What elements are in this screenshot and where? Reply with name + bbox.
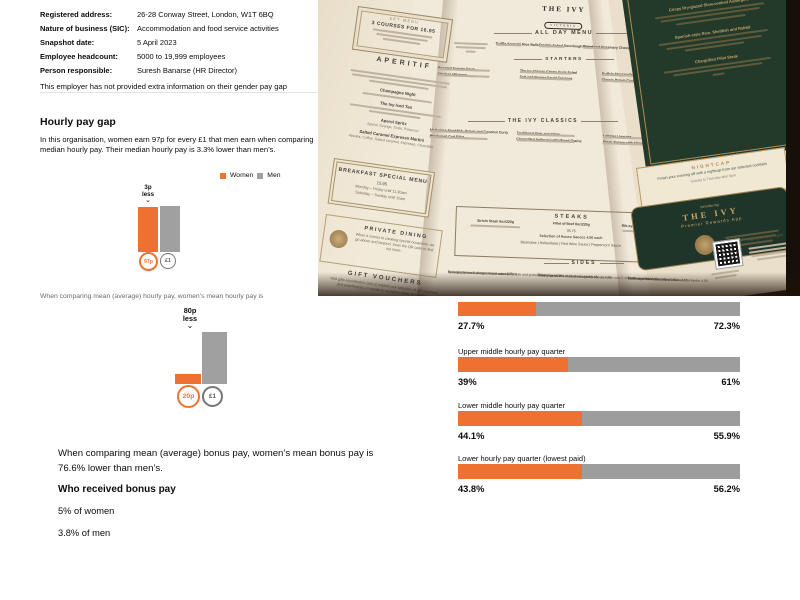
detail-value: 5 April 2023	[137, 38, 177, 47]
who-received-bonus-heading: Who received bonus pay	[58, 484, 176, 495]
quarter-bar	[458, 411, 740, 426]
women-bar	[138, 207, 158, 252]
men-percent: 56.2%	[713, 484, 740, 494]
women-value-badge: 97p	[139, 252, 158, 271]
detail-value: 5000 to 19,999 employees	[137, 52, 226, 61]
starters-heading: STARTERS	[514, 57, 614, 62]
chart-legend: Women Men	[220, 172, 281, 179]
men-percent: 61%	[721, 377, 740, 387]
women-percent: 43.8%	[458, 484, 485, 494]
restaurant-menu-photo: SET MENU 3 COURSES FOR 16.95 APERITIF Ch…	[318, 0, 800, 296]
median-annotation: 3p less	[141, 184, 155, 198]
detail-row: Person responsible: Suresh Banarse (HR D…	[40, 66, 340, 75]
detail-label: Registered address:	[40, 10, 113, 19]
median-bonus-chart	[175, 332, 228, 384]
legend-men-swatch	[257, 172, 264, 179]
all-day-menu-heading: ALL DAY MENU	[494, 30, 635, 36]
legend-women-label: Women	[230, 172, 254, 179]
men-percent: 72.3%	[713, 321, 740, 331]
chevron-down-icon: ⌄	[145, 197, 151, 204]
qr-code	[712, 238, 744, 270]
sides-heading: SIDES	[544, 260, 625, 266]
gold-border	[625, 0, 800, 165]
hourly-pay-gap-body: In this organisation, women earn 97p for…	[40, 134, 314, 154]
quarter-label: Upper middle hourly pay quarter	[458, 347, 566, 356]
monthly-specials-panel: THE IVY MONTHLY SPECIALS Crispy Dry-glaz…	[620, 0, 800, 171]
detail-label: Employee headcount:	[40, 52, 118, 61]
detail-row: Employee headcount: 5000 to 19,999 emplo…	[40, 52, 340, 61]
section-divider	[40, 92, 332, 93]
quarter-label: Lower hourly pay quarter (lowest paid)	[458, 454, 586, 463]
detail-value: Suresh Banarse (HR Director)	[137, 66, 238, 75]
men-segment	[581, 464, 740, 479]
quarter-label: Lower middle hourly pay quarter	[458, 401, 566, 410]
men-bar	[202, 332, 227, 384]
women-percent: 27.7%	[458, 321, 485, 331]
detail-row: Snapshot date: 5 April 2023	[40, 38, 340, 47]
men-segment	[536, 302, 740, 316]
quarter-row: Lower hourly pay quarter (lowest paid) 4…	[458, 454, 740, 494]
men-segment	[567, 357, 740, 372]
ivy-classics-heading: THE IVY CLASSICS	[468, 118, 618, 124]
detail-label: Snapshot date:	[40, 38, 95, 47]
quarter-bar	[458, 357, 740, 372]
men-value-badge: £1	[202, 386, 223, 407]
ivy-logo: THE IVY VICTORIA	[542, 4, 586, 30]
women-percent: 39%	[458, 377, 477, 387]
women-received-bonus: 5% of women	[58, 506, 115, 517]
median-pay-chart	[138, 206, 180, 252]
men-bar	[160, 206, 180, 252]
ivy-location-badge: VICTORIA	[544, 21, 583, 30]
crest-emblem-icon	[328, 228, 349, 250]
quarter-row: 27.7% 72.3%	[458, 302, 740, 331]
detail-row: Registered address: 26-28 Conway Street,…	[40, 10, 340, 19]
chevron-down-icon: ⌄	[186, 321, 194, 330]
mean-bonus-text: When comparing mean (average) bonus pay,…	[58, 447, 374, 474]
photo-dark-edge	[786, 0, 800, 296]
quarter-bar	[458, 464, 740, 479]
women-bar	[175, 373, 201, 384]
men-received-bonus: 3.8% of men	[58, 528, 111, 539]
quarter-bar	[458, 302, 740, 316]
women-value-badge: 20p	[177, 385, 200, 408]
men-value-badge: £1	[160, 253, 176, 269]
legend-women-swatch	[220, 172, 226, 179]
hourly-pay-gap-heading: Hourly pay gap	[40, 115, 116, 128]
bonus-annotation: 80p less	[182, 306, 198, 323]
legend-men-label: Men	[267, 172, 281, 179]
detail-label: Nature of business (SIC):	[40, 24, 130, 33]
women-segment	[458, 411, 583, 426]
detail-row: Nature of business (SIC): Accommodation …	[40, 24, 340, 33]
women-segment	[458, 357, 568, 372]
women-percent: 44.1%	[458, 431, 485, 441]
women-segment	[458, 302, 537, 316]
detail-label: Person responsible:	[40, 66, 113, 75]
quarter-row: Lower middle hourly pay quarter 44.1% 55…	[458, 401, 740, 441]
no-extra-info-text: This employer has not provided extra inf…	[40, 81, 287, 91]
detail-value: Accommodation and food service activitie…	[137, 24, 279, 33]
women-segment	[458, 464, 582, 479]
men-segment	[582, 411, 740, 426]
detail-value: 26-28 Conway Street, London, W1T 6BQ	[137, 10, 274, 19]
photo-bottom-shadow	[318, 272, 800, 296]
men-percent: 55.9%	[713, 431, 740, 441]
quarter-row: Upper middle hourly pay quarter 39% 61%	[458, 347, 740, 387]
mean-hourly-partial-line: When comparing mean (average) hourly pay…	[40, 292, 264, 300]
